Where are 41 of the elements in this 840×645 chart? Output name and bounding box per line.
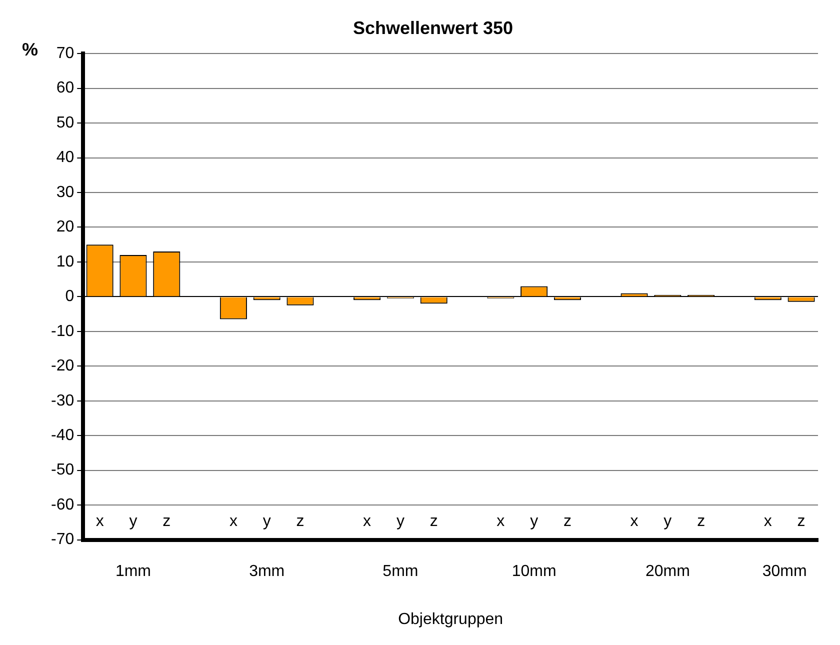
y-tick-label: 70: [56, 45, 74, 62]
y-tick-label: 20: [56, 218, 74, 236]
y-tick-label: -60: [51, 496, 74, 514]
x-tick-label: x: [764, 513, 772, 530]
x-tick-label: z: [563, 513, 572, 530]
x-tick-label: y: [664, 513, 672, 530]
text: 5mm: [382, 563, 418, 580]
text: 10mm: [512, 563, 556, 580]
x-tick-label: y: [530, 513, 538, 530]
x-tick-label: x: [496, 513, 505, 530]
y-tick-label: -30: [51, 392, 74, 410]
text: 1mm: [115, 563, 152, 580]
x-tick-label: z: [162, 513, 171, 530]
y-tick-label: 10: [56, 253, 74, 270]
chart-title: Schwellenwert 350: [352, 18, 514, 38]
y-tick-label: 50: [56, 114, 74, 132]
y-tick-label: -40: [51, 427, 74, 444]
y-tick-label: 40: [56, 149, 74, 166]
x-tick-label: x: [363, 513, 372, 530]
x-tick-label: z: [697, 513, 706, 530]
x-tick-label: z: [430, 513, 438, 530]
x-tick-label: y: [396, 513, 404, 530]
y-axis-title: %: [22, 40, 38, 60]
text: 20mm: [645, 563, 690, 580]
y-tick-label: -10: [51, 322, 74, 340]
x-tick-label: x: [229, 513, 238, 530]
y-tick-label: -50: [51, 462, 74, 479]
x-axis-title: Objektgruppen: [398, 610, 504, 628]
x-tick-label: x: [630, 513, 638, 530]
x-tick-label: x: [96, 513, 104, 530]
text: 30mm: [762, 563, 807, 580]
x-tick-label: z: [296, 513, 304, 530]
y-tick-label: 30: [56, 184, 74, 201]
y-tick-label: 60: [56, 80, 74, 97]
x-tick-label: y: [262, 513, 271, 530]
y-tick-label: 0: [65, 288, 74, 306]
text: 3mm: [249, 563, 285, 580]
y-tick-label: -20: [51, 358, 74, 375]
x-tick-label: y: [129, 513, 138, 530]
x-tick-label: z: [797, 513, 806, 530]
y-tick-label: -70: [51, 531, 74, 548]
